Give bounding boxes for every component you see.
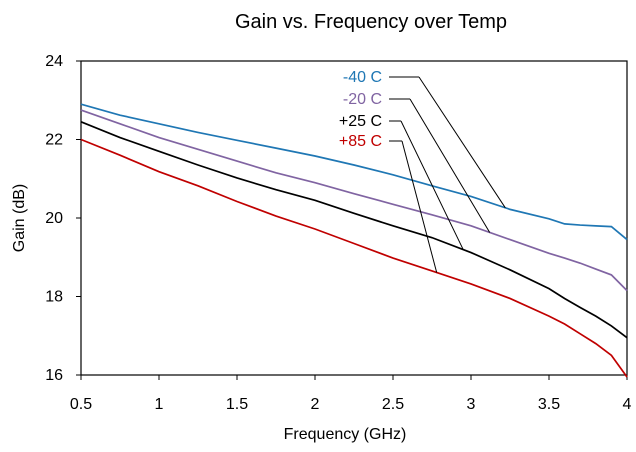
series-label-40-c: -40 C bbox=[343, 69, 382, 86]
x-tick-label: 0.5 bbox=[70, 396, 92, 413]
series-line-25-c bbox=[80, 121, 628, 339]
series-line-20-c bbox=[80, 109, 628, 292]
series-label-85-c: +85 C bbox=[339, 133, 382, 150]
y-tick-label: 18 bbox=[45, 289, 63, 306]
callout-line-diagonal bbox=[418, 76, 506, 209]
y-tick-label: 24 bbox=[45, 53, 63, 70]
chart-title: Gain vs. Frequency over Temp bbox=[235, 11, 507, 33]
x-tick-label: 3.5 bbox=[538, 396, 560, 413]
callout-line-diagonal bbox=[409, 98, 491, 233]
x-axis-label: Frequency (GHz) bbox=[284, 426, 407, 443]
y-axis-label: Gain (dB) bbox=[11, 184, 28, 252]
x-tick-label: 2 bbox=[311, 396, 320, 413]
x-tick-label: 2.5 bbox=[382, 396, 404, 413]
tick-layer: 0.5 1 1.5 2 2.5 3 3.5 4 16 18 20 22 24 bbox=[45, 53, 631, 413]
callout-layer: -40 C -20 C +25 C +85 C bbox=[339, 69, 506, 273]
x-tick-label: 1.5 bbox=[226, 396, 248, 413]
callout-line-diagonal bbox=[401, 140, 438, 273]
series-label-20-c: -20 C bbox=[343, 91, 382, 108]
callout-line-diagonal bbox=[400, 120, 464, 250]
y-tick-label: 20 bbox=[45, 210, 63, 227]
y-tick-label: 22 bbox=[45, 132, 63, 149]
series-label-25-c: +25 C bbox=[339, 113, 382, 130]
x-tick-label: 1 bbox=[155, 396, 164, 413]
y-tick-label: 16 bbox=[45, 367, 63, 384]
x-tick-label: 3 bbox=[467, 396, 476, 413]
series-line-85-c bbox=[80, 138, 628, 378]
x-tick-label: 4 bbox=[623, 396, 632, 413]
